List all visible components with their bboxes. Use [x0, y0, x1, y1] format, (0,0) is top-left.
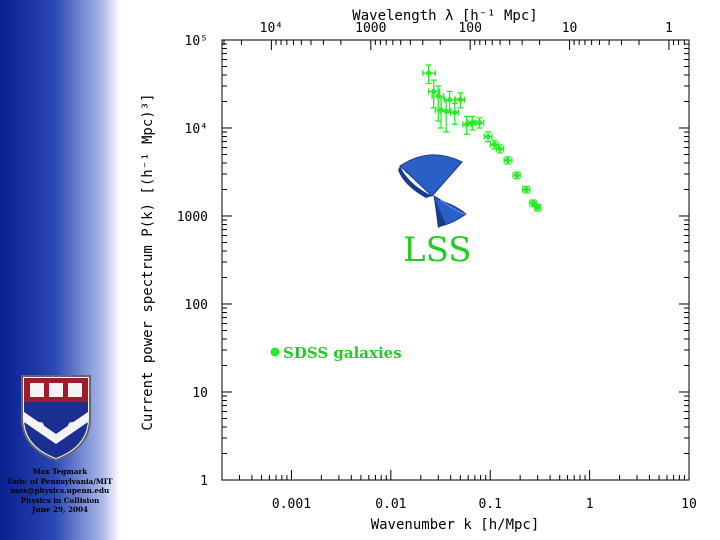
data-point: [450, 102, 460, 126]
data-marker: [446, 97, 453, 103]
plot-frame: [221, 39, 690, 481]
x-tick-labels: 0.001 0.01 0.1 1 10: [272, 497, 697, 512]
data-point: [422, 64, 436, 85]
data-marker: [426, 70, 432, 76]
data-point: [495, 144, 505, 154]
sdss-data-series: [422, 64, 542, 212]
x-tick-label: 0.1: [478, 497, 501, 512]
data-point: [534, 203, 542, 212]
data-marker: [469, 120, 475, 126]
credit-email: max@physics.upenn.edu: [10, 486, 110, 496]
data-point: [489, 139, 499, 150]
top-axis-title: Wavelength λ [h⁻¹ Mpc]: [352, 8, 537, 24]
survey-cone-icon: [398, 154, 467, 228]
credit-affiliation: Univ. of Pennsylvania/MIT: [7, 476, 113, 486]
y-tick-labels: 1 10 100 1000 10⁴ 10⁵: [177, 34, 208, 489]
data-point: [444, 90, 456, 114]
top-tick-label: 1: [665, 21, 673, 36]
y-tick-label: 1: [200, 474, 208, 489]
credit-event: Physics in Collision: [20, 495, 100, 505]
data-point: [483, 131, 493, 143]
x-tick-label: 0.01: [375, 497, 406, 512]
top-tick-label: 10: [562, 21, 578, 36]
data-marker: [523, 186, 529, 193]
credit-date: June 29, 2004: [32, 505, 88, 515]
data-point: [455, 92, 466, 109]
legend-label: SDSS galaxies: [283, 344, 402, 362]
data-marker: [457, 97, 463, 103]
data-marker: [452, 109, 458, 116]
data-marker: [476, 120, 483, 126]
data-point: [462, 115, 472, 135]
data-point: [529, 199, 537, 208]
tick-marks: [221, 40, 689, 481]
data-point: [503, 156, 513, 165]
y-tick-label: 10⁴: [185, 122, 208, 137]
y-axis-title: Current power spectrum P(k) [(h⁻¹ Mpc)³]: [140, 93, 156, 430]
data-marker: [505, 157, 511, 163]
top-tick-label: 1000: [355, 21, 386, 36]
x-tick-label: 10: [681, 497, 697, 512]
university-crest-icon: [21, 375, 91, 462]
y-tick-label: 100: [185, 298, 208, 313]
x-tick-label: 0.001: [272, 497, 311, 512]
data-point: [474, 117, 485, 129]
top-tick-label: 100: [458, 21, 481, 36]
y-tick-label: 10⁵: [185, 34, 208, 49]
y-tick-label: 1000: [177, 210, 208, 225]
data-marker: [431, 88, 437, 95]
data-marker: [491, 141, 497, 148]
legend-marker: [270, 347, 280, 357]
y-tick-label: 10: [192, 386, 208, 401]
data-point: [522, 185, 531, 194]
author-credit: Max Tegmark Univ. of Pennsylvania/MIT ma…: [0, 467, 120, 515]
data-marker: [535, 204, 541, 211]
credit-author: Max Tegmark: [32, 467, 88, 476]
data-marker: [530, 200, 536, 206]
top-tick-labels: 10⁴ 1000 100 10 1: [260, 21, 673, 36]
data-marker: [485, 133, 491, 140]
lss-annotation: LSS: [403, 230, 472, 270]
data-marker: [514, 172, 520, 178]
x-tick-label: 1: [586, 497, 594, 512]
top-tick-label: 10⁴: [260, 21, 283, 36]
x-axis-title: Wavenumber k [h/Mpc]: [371, 517, 540, 533]
data-marker: [497, 146, 503, 152]
data-point: [512, 171, 521, 180]
